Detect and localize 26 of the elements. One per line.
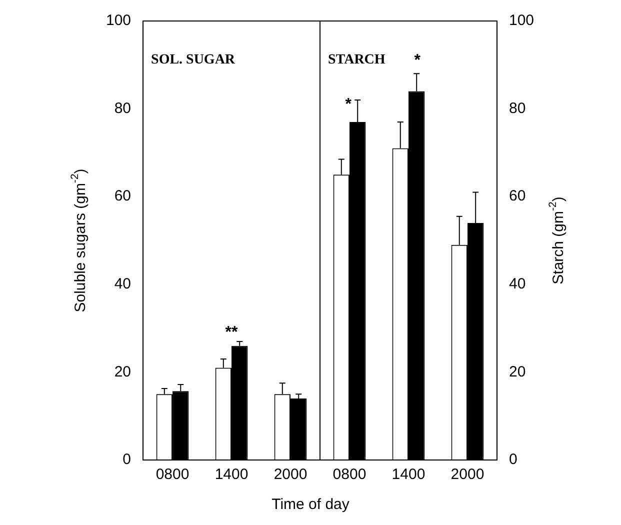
- annotation: **: [225, 324, 239, 342]
- x-tick-label: 0800: [156, 466, 190, 484]
- annotation: *: [414, 52, 422, 69]
- y-tick-label: 100: [508, 12, 534, 30]
- annotation: SOL. SUGAR: [151, 52, 236, 68]
- x-tick-label: 1400: [214, 466, 248, 484]
- y-tick-label: 60: [508, 188, 526, 205]
- y-tick-label: 20: [508, 363, 526, 380]
- x-tick-label: 2000: [450, 466, 484, 484]
- y-tick-label: 80: [114, 100, 132, 117]
- x-tick-label: 0800: [332, 466, 366, 484]
- annotation: *: [345, 96, 352, 113]
- y-axis-title: Soluble sugars (gm-2): [68, 168, 90, 312]
- x-axis-title: Time of day: [270, 496, 350, 513]
- y-tick-label: 0: [122, 451, 132, 468]
- y-tick-label: 80: [508, 100, 526, 117]
- y-tick-label: 20: [114, 363, 132, 380]
- x-tick-label: 1400: [392, 466, 426, 484]
- y-axis-title: Starch (gm-2): [546, 196, 568, 284]
- y-tick-label: 40: [508, 276, 526, 293]
- annotation: STARCH: [328, 52, 386, 68]
- y-tick-label: 60: [114, 188, 132, 205]
- y-tick-label: 40: [114, 276, 132, 293]
- y-tick-label: 0: [508, 451, 518, 468]
- x-tick-label: 2000: [274, 466, 308, 484]
- y-tick-label: 100: [106, 12, 132, 30]
